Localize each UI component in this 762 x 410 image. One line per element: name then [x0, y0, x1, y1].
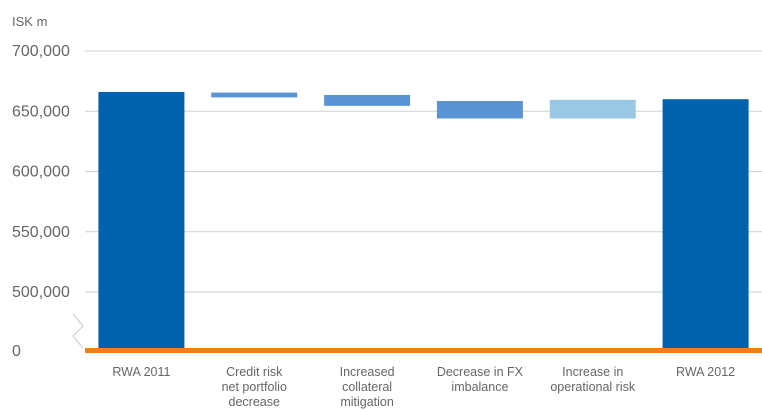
x-category-label: Increased collateral mitigation — [340, 365, 395, 409]
y-axis-unit-label: ISK m — [12, 14, 47, 29]
x-category-label: Increase in operational risk — [550, 365, 636, 394]
x-axis — [85, 348, 762, 353]
x-axis-baseline — [85, 348, 762, 353]
change-bar — [549, 99, 636, 119]
x-category-label: RWA 2012 — [676, 365, 735, 379]
grid-lines — [72, 50, 762, 349]
bars — [98, 91, 749, 350]
y-axis-tick-labels: 700,000 650,000 600,000 550,000 500,000 0 — [12, 43, 70, 360]
change-bar — [211, 92, 298, 98]
total-bar — [662, 99, 749, 350]
total-bar — [98, 91, 185, 350]
y-tick-label: 500,000 — [12, 284, 70, 301]
y-tick-label: 550,000 — [12, 224, 70, 241]
x-category-label: RWA 2011 — [112, 365, 170, 379]
change-bar — [436, 101, 523, 119]
y-tick-label: 0 — [12, 343, 21, 360]
x-category-label: Decrease in FX imbalance — [437, 365, 524, 394]
y-tick-label: 650,000 — [12, 103, 70, 120]
change-bar — [324, 94, 411, 106]
y-tick-label: 700,000 — [12, 43, 70, 60]
x-category-label: Credit risk net portfolio decrease — [222, 365, 287, 409]
category-labels: RWA 2011 Credit risk net portfolio decrease… — [112, 365, 735, 409]
axis-break-mark — [72, 313, 84, 349]
y-tick-label: 600,000 — [12, 164, 70, 181]
